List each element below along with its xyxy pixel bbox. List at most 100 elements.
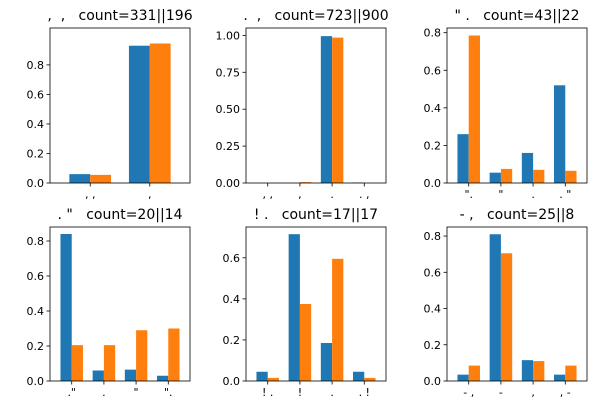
bar-s2-c2 [299,182,312,183]
bar-s2-c2 [299,304,312,381]
subplot-1: 0.0 0.2 0.4 0.6 0.8 , ,, , , count=331||196 [27,8,193,201]
x-tick-label: - , [463,386,474,399]
axes-frame [49,27,191,184]
y-tick-label: 0.50 [216,103,241,116]
y-tick-label: 0.2 [424,339,442,352]
y-tick-label: 0.6 [424,266,442,279]
axes-frame [49,226,191,382]
y-tick-label: 0.75 [216,66,241,79]
subplot-title: . " count=20||14 [58,207,183,223]
bar-s1-c3 [320,36,333,184]
y-tick-label: 0.2 [27,147,45,160]
y-tick-label: 0.6 [27,88,45,101]
y-tick-label: 0.6 [424,64,442,77]
bar-s1-c2 [128,45,150,184]
x-tick-label: ". [164,386,173,399]
x-tick-label: . [531,188,535,201]
x-tick-label: , [298,188,302,201]
bar-s1-c4 [157,375,169,381]
subplot-title: , , count=331||196 [47,8,192,24]
x-tick-label: . [102,386,106,399]
bar-s2-c1 [71,345,83,382]
bar-s2-c1 [468,35,480,183]
y-tick-label: 0.0 [223,375,241,388]
x-tick-label: ". [464,188,473,201]
bar-s2-c2 [149,43,171,183]
bar-s2-c1 [468,365,480,381]
bar-s1-c1 [60,234,72,381]
y-tick-label: 0.6 [27,270,45,283]
x-tick-label: . [330,386,334,399]
y-tick-label: 0.4 [27,305,45,318]
bar-s2-c1 [90,174,112,183]
bar-s1-c2 [288,234,300,381]
bar-s2-c3 [332,37,344,183]
y-tick-label: 1.00 [216,29,241,42]
bar-s2-c1 [267,377,279,381]
bar-s1-c2 [489,234,501,381]
y-tick-label: 0.8 [27,235,45,248]
bar-s1-c1 [457,134,469,183]
x-tick-label: , , [262,188,273,201]
y-tick-label: 0.4 [27,118,45,131]
y-tick-label: 0.25 [216,140,241,153]
x-tick-label: , [531,386,535,399]
x-tick-label: - [499,386,503,399]
axes-frame [446,27,588,184]
y-tick-label: 0.4 [223,293,241,306]
axes-frame [245,226,387,382]
subplot-title: . , count=723||900 [243,8,388,24]
bar-s1-c2 [489,172,501,183]
axes-frame [446,226,588,382]
bar-s1-c4 [554,85,566,183]
x-tick-label: , , [85,188,96,201]
bar-s2-c3 [533,361,545,381]
subplot-6: 0.0 0.2 0.4 0.6 0.8 - , -, , - - , count=25||8 [424,207,588,399]
x-tick-label: . , [359,188,370,201]
y-tick-label: 0.2 [27,340,45,353]
subplot-3: 0.0 0.2 0.4 0.6 0.8 ". ". . " " . count=43||22 [424,8,588,201]
y-tick-label: 0.0 [424,375,442,388]
bar-s2-c4 [565,365,577,381]
bar-s2-c4 [168,328,180,381]
x-tick-label: " [134,386,139,399]
y-tick-label: 0.0 [27,375,45,388]
bar-s2-c4 [565,170,577,183]
bar-s2-c3 [332,258,344,381]
y-tick-label: 0.4 [424,102,442,115]
subplot-5: 0.0 0.2 0.4 0.6 ! .!. . ! ! . count=17||17 [223,207,387,399]
x-tick-label: ! [298,386,302,399]
bar-s1-c3 [124,369,137,382]
x-tick-label: . " [559,188,571,201]
x-tick-label: ! . [262,386,273,399]
bar-s1-c4 [353,371,365,381]
x-tick-label: ." [67,386,76,399]
axes-frame [245,27,387,184]
x-tick-label: " [498,188,503,201]
y-tick-label: 0.2 [223,334,241,347]
y-tick-label: 0.6 [223,252,241,265]
y-tick-label: 0.4 [424,303,442,316]
y-tick-label: 0.0 [27,177,45,190]
y-tick-label: 0.8 [424,27,442,40]
bar-s2-c2 [500,253,513,381]
y-tick-label: 0.8 [424,230,442,243]
bar-s1-c3 [521,152,534,183]
y-tick-label: 0.8 [27,59,45,72]
bar-s1-c3 [320,343,333,381]
bar-s1-c1 [256,371,268,381]
subplot-2: 0.00 0.25 0.50 0.75 1.00 , ,,. . , . , count=72… [216,8,389,201]
bar-s2-c3 [136,330,148,381]
x-tick-label: . [330,188,334,201]
bar-s1-c1 [69,174,91,183]
bar-s1-c1 [457,374,469,381]
y-tick-label: 0.2 [424,139,442,152]
bar-s2-c2 [103,345,116,382]
bar-s2-c4 [364,377,376,381]
x-tick-label: . ! [359,386,370,399]
y-tick-label: 0.0 [424,177,442,190]
subplot-title: ! . count=17||17 [254,207,378,223]
bar-s1-c4 [554,374,566,381]
x-tick-label: , - [560,386,571,399]
